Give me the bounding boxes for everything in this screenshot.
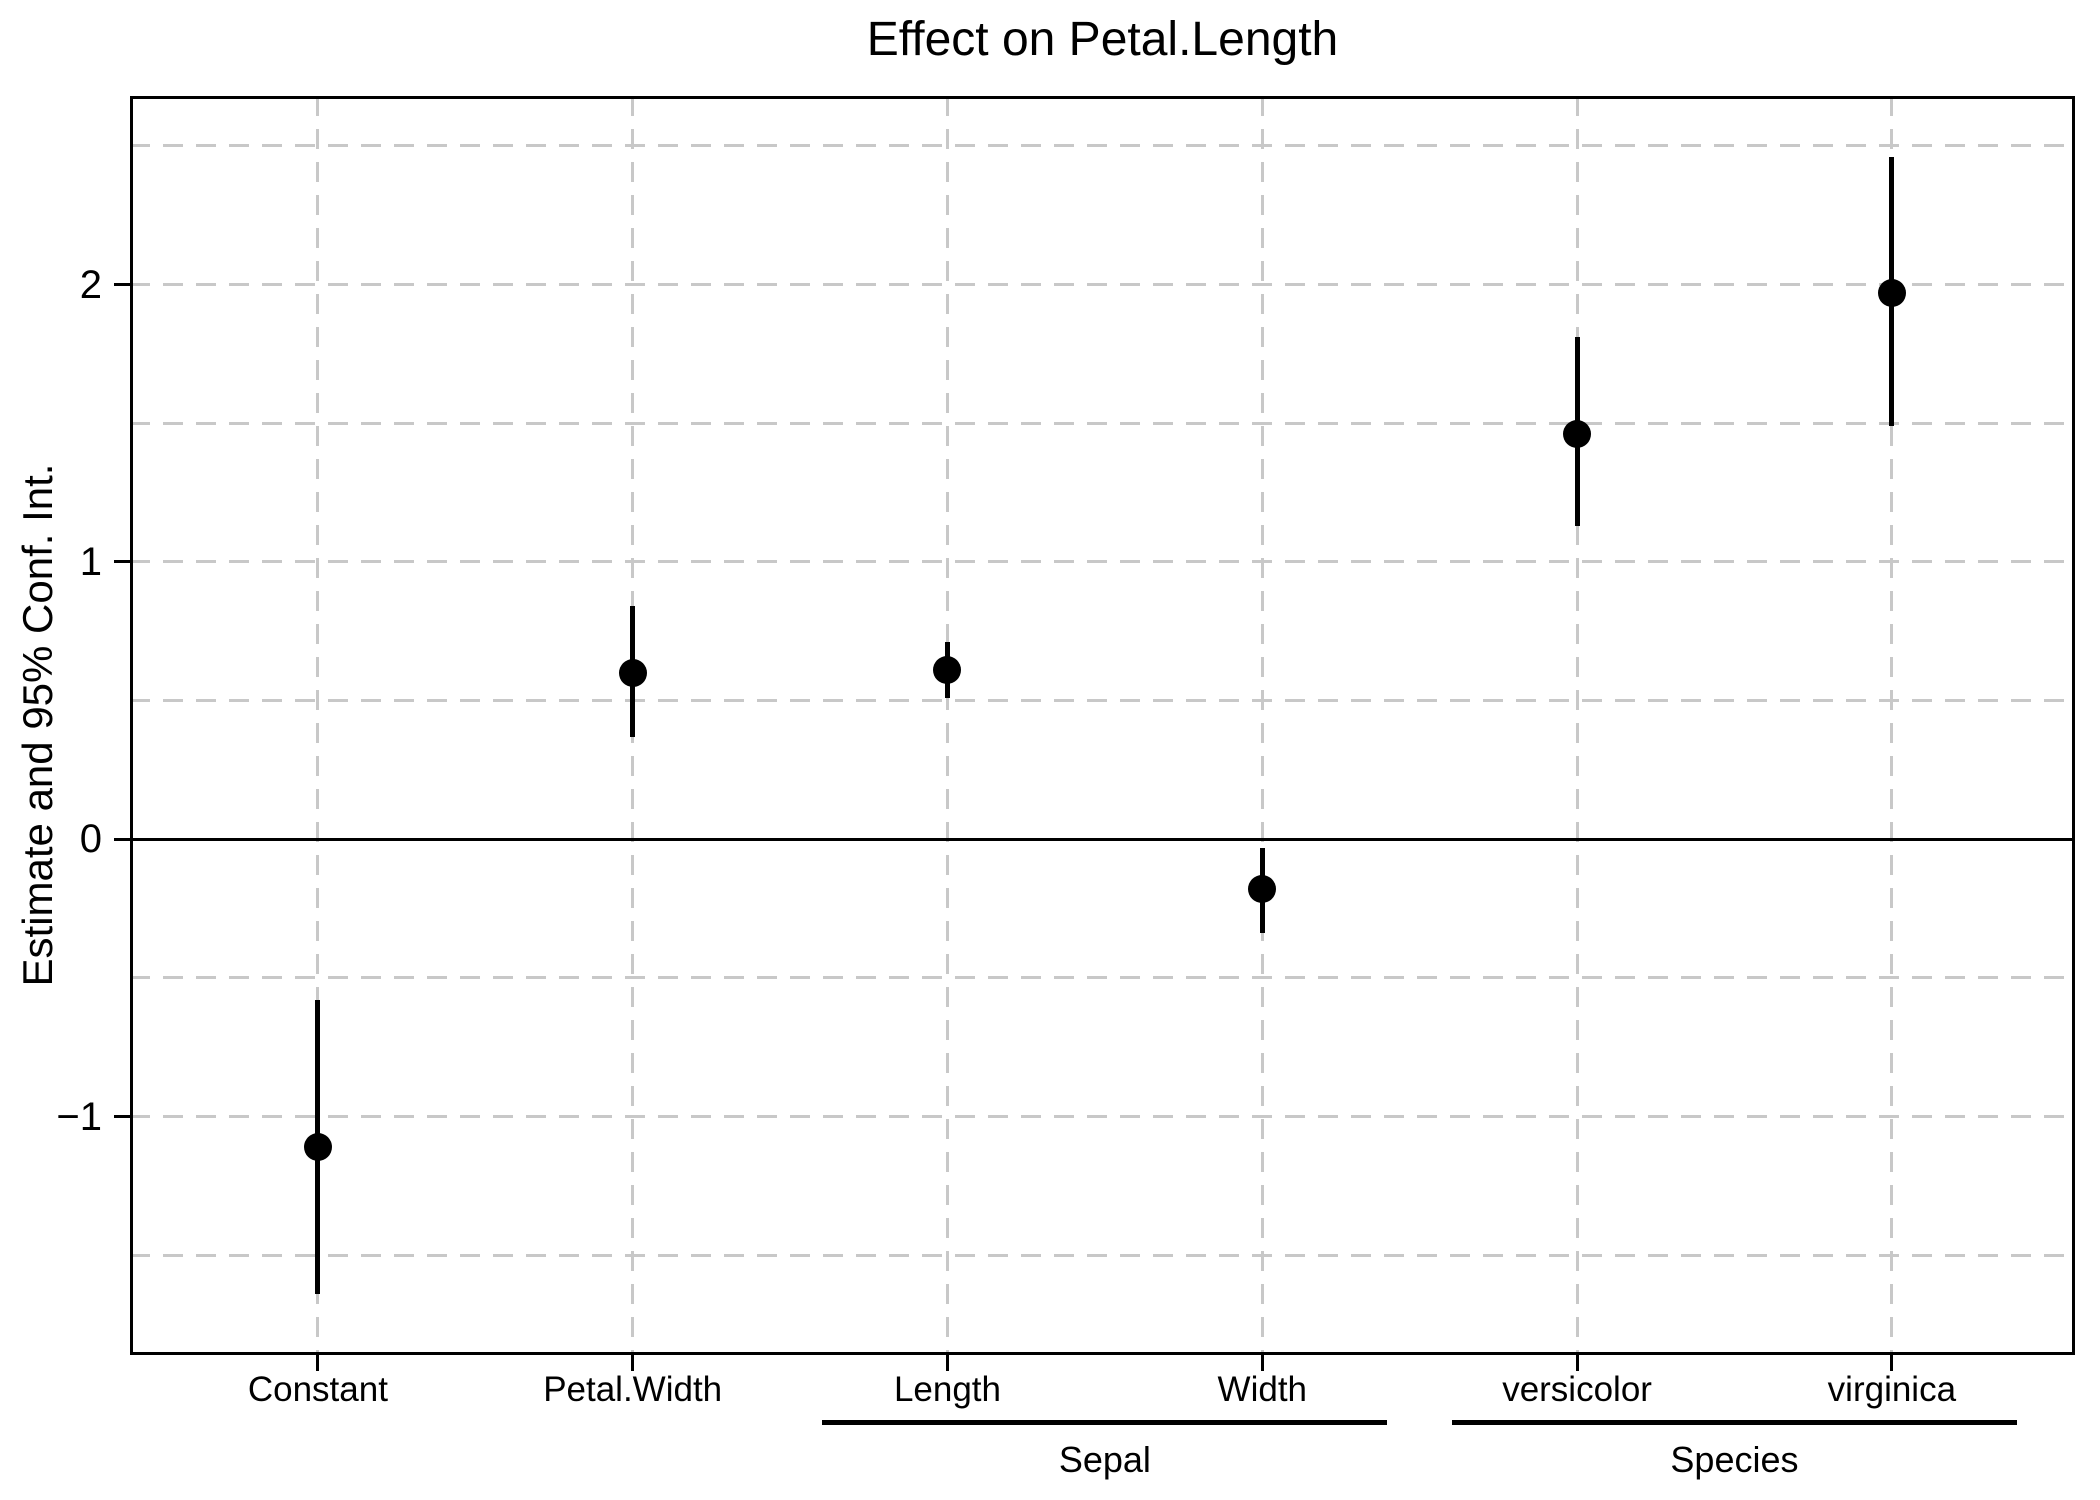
horizontal-gridline [130, 560, 2075, 564]
y-tick-label: −1 [56, 1094, 102, 1139]
y-tick-label: 2 [79, 262, 102, 307]
x-tick-mark [1575, 1355, 1579, 1371]
estimate-point [303, 1133, 332, 1161]
horizontal-gridline [130, 421, 2075, 425]
group-label: Sepal [1058, 1439, 1151, 1480]
vertical-gridline [1575, 96, 1579, 1355]
x-tick-label: Width [1217, 1370, 1308, 1409]
horizontal-gridline [130, 699, 2075, 703]
y-tick-label: 0 [79, 817, 102, 862]
horizontal-gridline [130, 283, 2075, 287]
vertical-gridline [1890, 96, 1894, 1355]
y-tick-mark [114, 837, 130, 841]
estimate-point [1563, 420, 1592, 449]
horizontal-gridline [130, 144, 2075, 148]
y-tick-mark [114, 283, 130, 287]
x-tick-mark [1260, 1355, 1264, 1371]
x-tick-mark [1890, 1355, 1894, 1371]
zero-line [130, 837, 2075, 841]
x-tick-label: versicolor [1502, 1370, 1652, 1409]
horizontal-gridline [130, 1253, 2075, 1257]
estimate-point [1877, 278, 1906, 307]
vertical-gridline [316, 96, 320, 1355]
group-rule [822, 1420, 1388, 1425]
x-tick-mark [631, 1355, 635, 1371]
x-tick-mark [945, 1355, 949, 1371]
horizontal-gridline [130, 1115, 2075, 1118]
panel-border [130, 96, 2075, 1355]
estimate-point [1248, 875, 1277, 904]
x-tick-label: Petal.Width [543, 1370, 723, 1409]
x-tick-mark [316, 1355, 320, 1371]
x-tick-label: virginica [1827, 1370, 1957, 1409]
x-tick-label: Length [893, 1370, 1001, 1409]
group-rule [1452, 1420, 2017, 1425]
y-tick-mark [114, 1115, 130, 1118]
horizontal-gridline [130, 976, 2075, 980]
x-tick-label: Constant [247, 1370, 388, 1409]
chart-title: Effect on Petal.Length [866, 13, 1339, 66]
vertical-gridline [945, 96, 949, 1355]
y-tick-label: 1 [79, 539, 102, 584]
vertical-gridline [1260, 96, 1264, 1355]
group-label: Species [1670, 1439, 1799, 1480]
y-tick-mark [114, 560, 130, 564]
estimate-point [933, 656, 962, 685]
estimate-point [618, 658, 647, 687]
